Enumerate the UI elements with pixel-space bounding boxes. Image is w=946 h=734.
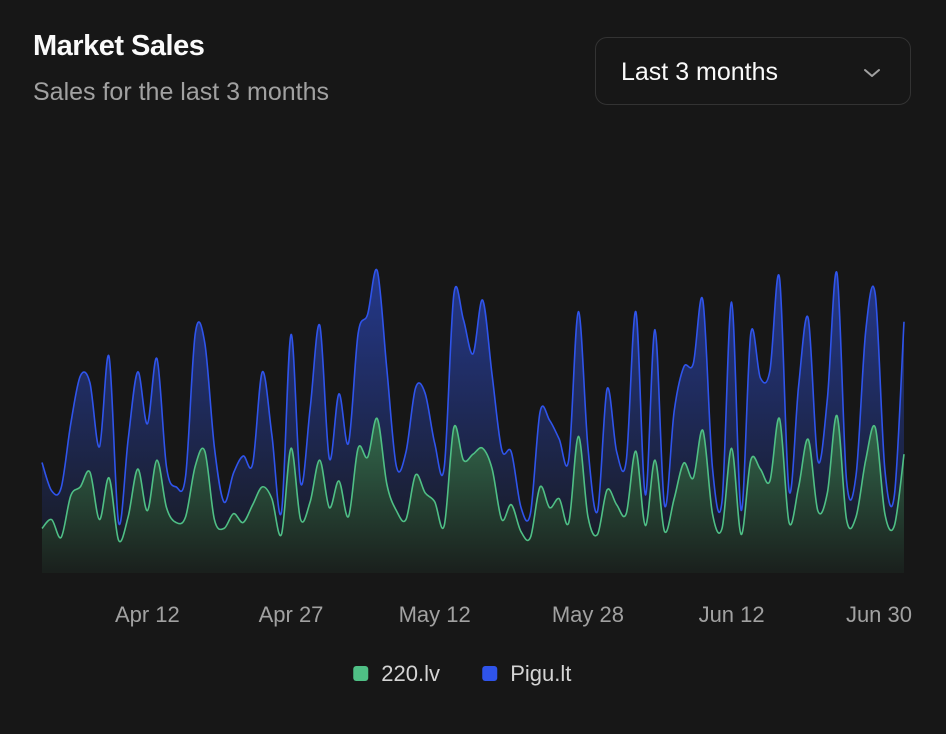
x-tick-label: Apr 27: [259, 602, 324, 627]
x-tick-label: May 12: [399, 602, 471, 627]
card-title: Market Sales: [33, 30, 205, 62]
x-tick-label: May 28: [552, 602, 624, 627]
range-select-label: Last 3 months: [621, 58, 779, 86]
series-line: [41, 414, 905, 543]
x-tick-label: Jun 30: [846, 602, 912, 627]
card-subtitle: Sales for the last 3 months: [33, 78, 329, 106]
x-tick-label: Jun 12: [699, 602, 765, 627]
x-tick-label: Apr 12: [115, 602, 180, 627]
legend-label: 220.lv: [381, 661, 440, 686]
legend-label: Pigu.lt: [510, 661, 571, 686]
series-area: [42, 269, 904, 542]
series-area: [42, 415, 904, 573]
chevron-icon: [864, 69, 880, 77]
legend-swatch: [482, 666, 498, 681]
range-select[interactable]: Last 3 months: [595, 37, 911, 105]
series-line: [41, 268, 905, 526]
legend-swatch: [353, 666, 369, 681]
